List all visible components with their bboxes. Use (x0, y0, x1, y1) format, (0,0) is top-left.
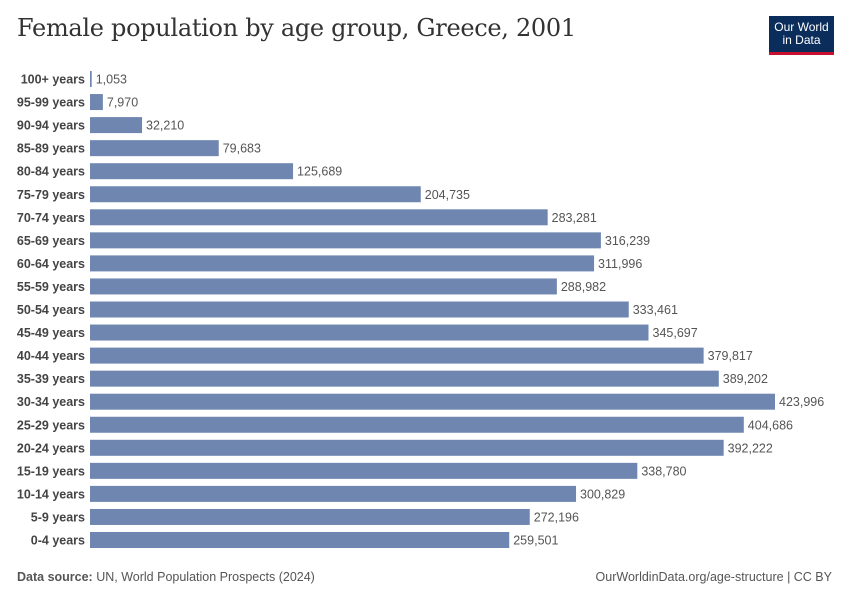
value-label: 389,202 (723, 372, 768, 386)
bar[interactable] (90, 255, 595, 272)
value-label: 423,996 (779, 395, 824, 409)
category-label: 65-69 years (17, 234, 85, 248)
value-label: 300,829 (580, 487, 625, 501)
bar[interactable] (90, 370, 719, 387)
bar[interactable] (90, 439, 724, 456)
value-label: 345,697 (653, 326, 698, 340)
data-source: Data source: UN, World Population Prospe… (17, 570, 315, 584)
category-label: 50-54 years (17, 303, 85, 317)
value-label: 1,053 (96, 73, 127, 87)
category-label: 55-59 years (17, 280, 85, 294)
bar[interactable] (90, 532, 510, 548)
value-label: 259,501 (513, 534, 558, 548)
bar[interactable] (90, 393, 775, 410)
owid-logo[interactable]: Our World in Data (769, 16, 834, 55)
bar[interactable] (90, 485, 577, 502)
value-label: 283,281 (552, 211, 597, 225)
value-label: 392,222 (728, 441, 773, 455)
value-label: 404,686 (748, 418, 793, 432)
value-label: 125,689 (297, 165, 342, 179)
value-label: 272,196 (534, 510, 579, 524)
category-label: 80-84 years (17, 165, 85, 179)
value-label: 7,970 (107, 96, 138, 110)
data-source-text[interactable]: UN, World Population Prospects (2024) (96, 570, 315, 584)
bar[interactable] (90, 209, 548, 226)
credit-link[interactable]: OurWorldinData.org/age-structure | CC BY (595, 570, 832, 584)
category-label: 70-74 years (17, 211, 85, 225)
bar[interactable] (90, 186, 421, 203)
category-label: 100+ years (21, 73, 85, 87)
value-label: 338,780 (641, 464, 686, 478)
logo-line-2: in Data (782, 33, 821, 47)
value-label: 379,817 (708, 349, 753, 363)
data-source-label: Data source: (17, 570, 93, 584)
bar[interactable] (90, 278, 557, 295)
category-label: 90-94 years (17, 119, 85, 133)
category-label: 75-79 years (17, 188, 85, 202)
category-label: 95-99 years (17, 96, 85, 110)
bar[interactable] (90, 301, 629, 318)
value-label: 333,461 (633, 303, 678, 317)
bar[interactable] (90, 163, 294, 180)
logo-line-1: Our World (774, 20, 829, 34)
category-label: 15-19 years (17, 464, 85, 478)
category-label: 5-9 years (31, 510, 85, 524)
bar[interactable] (90, 94, 103, 111)
value-label: 311,996 (598, 257, 642, 271)
category-label: 30-34 years (17, 395, 85, 409)
category-label: 45-49 years (17, 326, 85, 340)
bar[interactable] (90, 232, 601, 249)
value-label: 204,735 (425, 188, 470, 202)
value-label: 79,683 (223, 142, 261, 156)
bar[interactable] (90, 462, 638, 479)
bar[interactable] (90, 347, 704, 364)
category-label: 35-39 years (17, 372, 85, 386)
bar[interactable] (90, 508, 530, 525)
category-label: 40-44 years (17, 349, 85, 363)
category-label: 10-14 years (17, 487, 85, 501)
value-label: 316,239 (605, 234, 650, 248)
category-label: 20-24 years (17, 441, 85, 455)
category-label: 25-29 years (17, 418, 85, 432)
bar-chart: 100+ years 1,053 95-99 years 7,970 90-94 yea… (17, 71, 824, 548)
bar[interactable] (90, 416, 744, 433)
bar[interactable] (90, 140, 219, 157)
bar[interactable] (90, 71, 92, 87)
value-label: 288,982 (561, 280, 606, 294)
category-label: 60-64 years (17, 257, 85, 271)
value-label: 32,210 (146, 119, 184, 133)
category-label: 85-89 years (17, 142, 85, 156)
bar[interactable] (90, 324, 649, 341)
bar[interactable] (90, 117, 143, 134)
category-label: 0-4 years (31, 534, 85, 548)
chart-title: Female population by age group, Greece, … (17, 14, 576, 42)
